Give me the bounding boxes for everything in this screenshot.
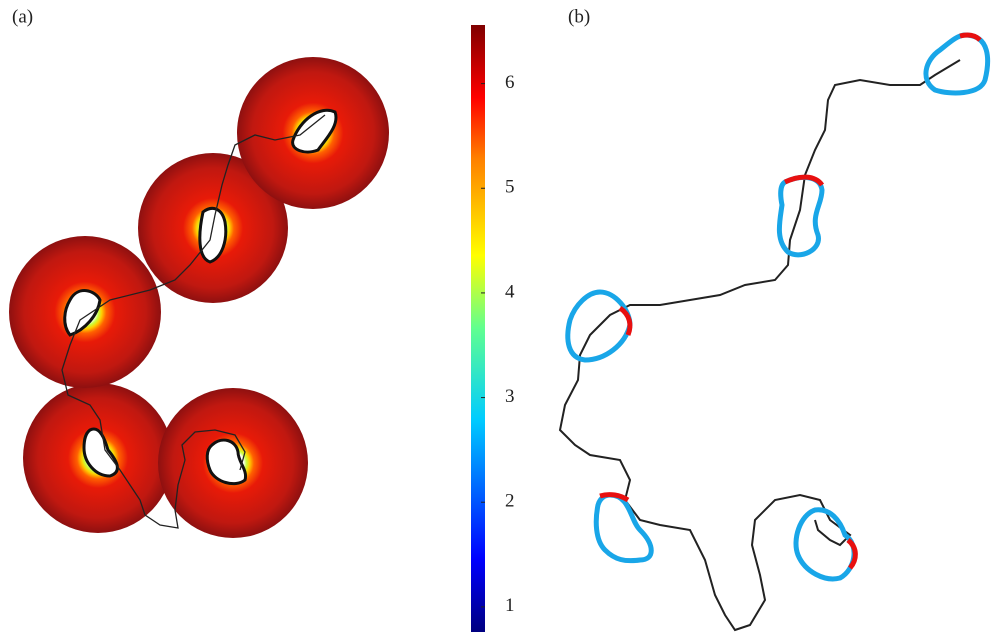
cell-hotspots [599, 32, 982, 570]
tick-label: 6 [505, 72, 515, 93]
colorbar-ticks: 1 2 3 4 5 6 [481, 72, 515, 616]
tick-label: 4 [505, 281, 515, 302]
tick-label: 5 [505, 177, 515, 198]
tick-label: 2 [505, 491, 515, 512]
panel-label: (a) [12, 6, 33, 27]
cell-outlines [565, 32, 991, 582]
tick-label: 3 [505, 386, 515, 407]
panel-b [558, 32, 991, 632]
cells [63, 108, 338, 486]
colorbar [471, 25, 485, 632]
trajectory [558, 59, 961, 632]
panel-label: (b) [568, 6, 590, 27]
panel-a [9, 57, 389, 538]
trajectory [61, 114, 326, 529]
tick-label: 1 [505, 595, 515, 616]
